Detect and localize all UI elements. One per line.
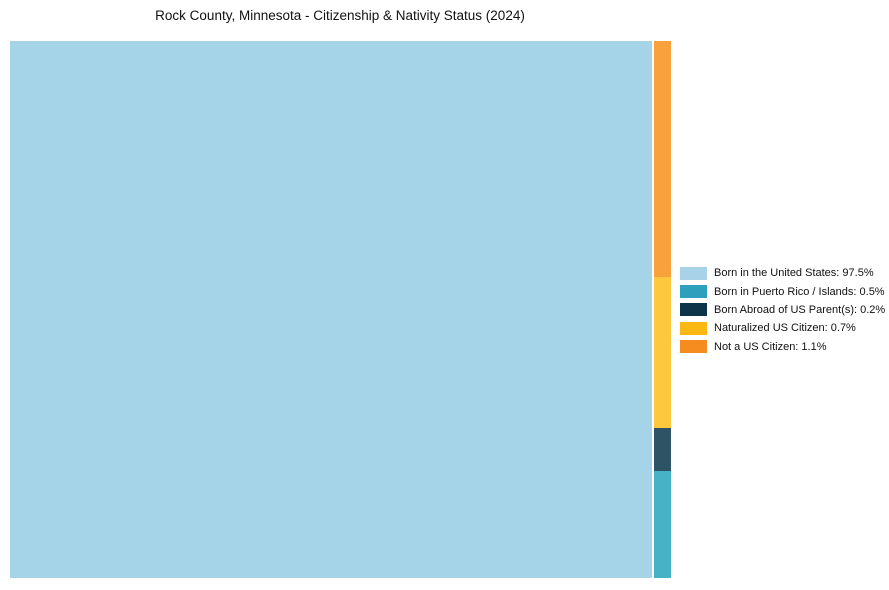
treemap-segment-naturalized-us-citizen xyxy=(653,277,671,428)
legend-label: Born Abroad of US Parent(s): 0.2% xyxy=(714,303,886,316)
legend-item-born-in-us: Born in the United States: 97.5% xyxy=(680,264,885,282)
treemap-plot-area xyxy=(10,41,671,578)
legend-swatch-not-us-citizen xyxy=(680,340,707,354)
treemap-segment-not-us-citizen xyxy=(653,41,671,278)
treemap-segment-born-abroad-us-parents xyxy=(653,427,671,471)
legend: Born in the United States: 97.5% Born in … xyxy=(680,264,885,356)
treemap-minor-strip xyxy=(653,41,671,578)
legend-label: Born in Puerto Rico / Islands: 0.5% xyxy=(714,285,885,298)
legend-item-born-puerto-rico-islands: Born in Puerto Rico / Islands: 0.5% xyxy=(680,282,885,300)
legend-swatch-born-in-us xyxy=(680,266,707,280)
legend-swatch-naturalized-us-citizen xyxy=(680,321,707,335)
legend-item-naturalized-us-citizen: Naturalized US Citizen: 0.7% xyxy=(680,319,885,337)
treemap-segment-born-in-us xyxy=(10,41,652,578)
treemap-segment-born-puerto-rico-islands xyxy=(653,470,671,578)
legend-label: Born in the United States: 97.5% xyxy=(714,267,874,280)
legend-item-not-us-citizen: Not a US Citizen: 1.1% xyxy=(680,338,885,356)
legend-label: Naturalized US Citizen: 0.7% xyxy=(714,322,856,335)
legend-swatch-born-puerto-rico-islands xyxy=(680,285,707,299)
legend-swatch-born-abroad-us-parents xyxy=(680,303,707,317)
legend-item-born-abroad-us-parents: Born Abroad of US Parent(s): 0.2% xyxy=(680,301,885,319)
legend-label: Not a US Citizen: 1.1% xyxy=(714,340,827,353)
chart-title: Rock County, Minnesota - Citizenship & N… xyxy=(155,8,525,23)
